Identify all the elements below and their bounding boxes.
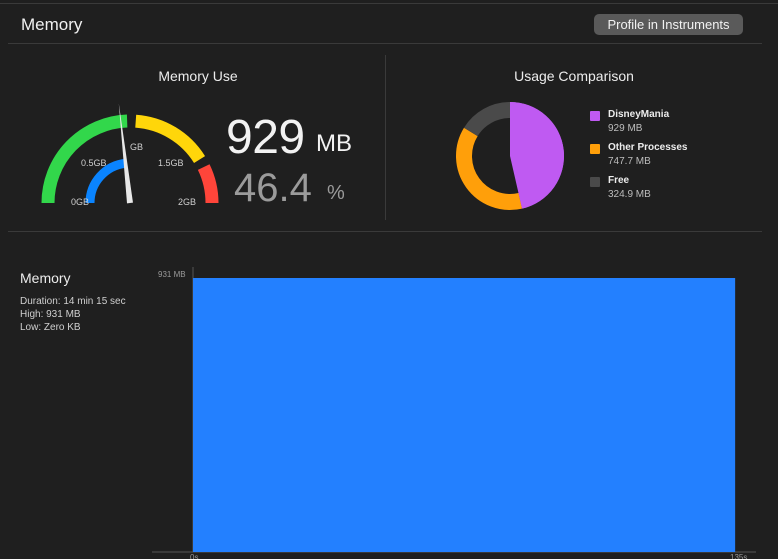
memory-percent: 46.4 [234, 166, 312, 210]
gauge-label-1-5gb: 1.5GB [158, 158, 184, 168]
legend-value: 929 MB [608, 123, 643, 134]
gauge-label-2gb: 2GB [178, 197, 197, 207]
memory-area-chart: 931 MB 0s 135s [152, 267, 756, 559]
memory-value: 929 [226, 111, 305, 164]
donut-wedge-disneymania [510, 102, 564, 209]
x-tick-label-start: 0s [190, 553, 198, 559]
memory-unit: MB [316, 130, 352, 157]
header: Memory Profile in Instruments [0, 4, 778, 44]
donut-segment-free [463, 102, 511, 137]
legend-swatch [590, 144, 600, 154]
usage-comparison-title: Usage Comparison [514, 68, 634, 84]
gauge-label-0gb: 0GB [71, 197, 90, 207]
legend-value: 324.9 MB [608, 189, 651, 200]
donut-segment-other-processes [456, 127, 523, 210]
memory-high: High: 931 MB [20, 309, 81, 320]
memory-graph-title: Memory [20, 270, 71, 286]
profile-in-instruments-button[interactable]: Profile in Instruments [594, 14, 743, 35]
y-tick-label: 931 MB [158, 270, 186, 279]
legend-swatch [590, 177, 600, 187]
legend-swatch [590, 111, 600, 121]
gauge-arc-used [85, 158, 127, 204]
top-divider [0, 3, 778, 4]
panel-divider [385, 55, 386, 220]
gauge-arc-green [41, 114, 128, 204]
memory-duration: Duration: 14 min 15 sec [20, 296, 126, 307]
legend-value: 747.7 MB [608, 156, 651, 167]
section-divider [8, 231, 762, 232]
header-divider [8, 43, 762, 44]
legend-name: Other Processes [608, 142, 688, 153]
gauge-label-1gb: GB [130, 142, 144, 152]
memory-gauge [41, 103, 219, 204]
memory-percent-unit: % [327, 182, 345, 204]
gauge-label-0-5gb: 0.5GB [81, 158, 107, 168]
memory-area-series [193, 278, 736, 552]
gauge-arc-yellow [135, 114, 206, 164]
gauge-arc-red [197, 164, 219, 204]
legend-name: DisneyMania [608, 109, 670, 120]
x-tick-label-end: 135s [730, 553, 747, 559]
memory-low: Low: Zero KB [20, 322, 81, 333]
legend-name: Free [608, 175, 630, 186]
page-title: Memory [21, 15, 83, 34]
gauge-needle [118, 103, 133, 204]
memory-use-title: Memory Use [158, 68, 238, 84]
usage-donut-chart [456, 102, 564, 210]
